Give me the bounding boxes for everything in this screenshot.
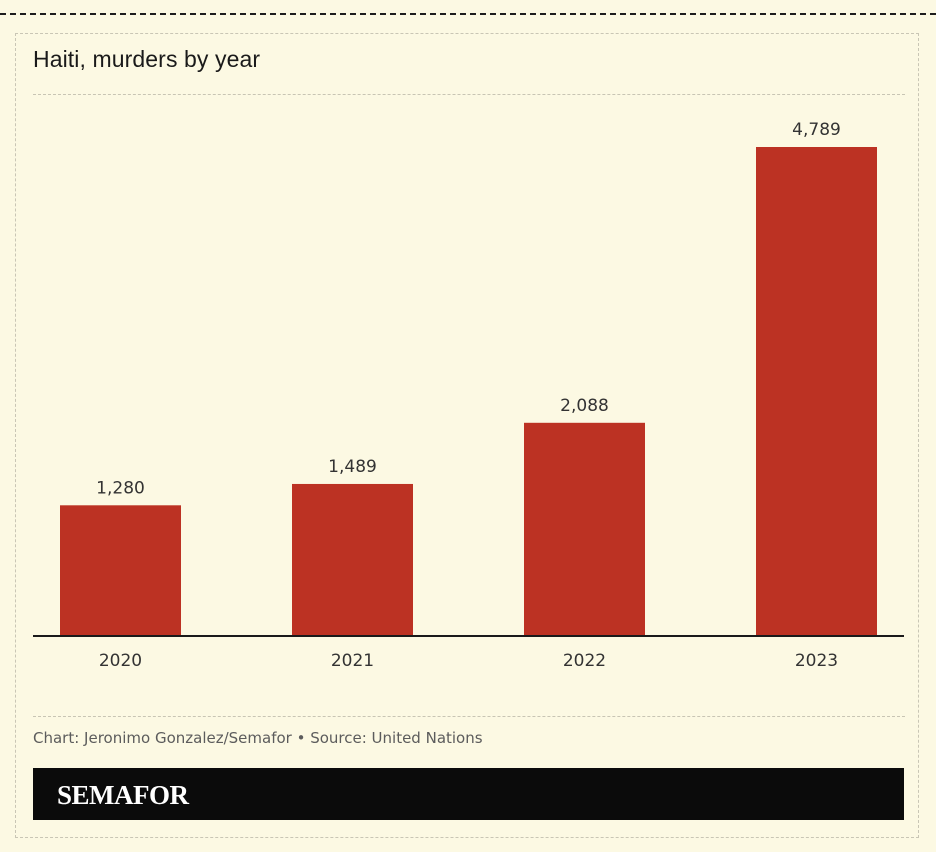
bar-2022 (524, 422, 645, 636)
brand-bar: SEMAFOR (33, 768, 904, 820)
tick-labels-group: 2020 2021 2022 2023 (99, 651, 838, 671)
top-dashed-rule (0, 13, 936, 15)
bar-2021 (292, 483, 413, 636)
tick-label-2022: 2022 (563, 651, 606, 671)
title-divider (33, 94, 905, 95)
value-label-2023: 4,789 (792, 120, 841, 140)
footer-divider (33, 716, 905, 717)
semafor-logo: SEMAFOR (57, 780, 189, 810)
tick-label-2021: 2021 (331, 651, 374, 671)
chart-credit: Chart: Jeronimo Gonzalez/Semafor • Sourc… (33, 729, 483, 747)
bar-2023 (756, 147, 877, 636)
chart-card (15, 33, 919, 838)
bar-2020 (60, 505, 181, 636)
chart-title: Haiti, murders by year (33, 46, 261, 72)
bars-group (60, 147, 877, 636)
value-label-2021: 1,489 (328, 457, 377, 477)
value-label-2022: 2,088 (560, 396, 609, 416)
tick-label-2020: 2020 (99, 651, 142, 671)
value-labels-group: 1,280 1,489 2,088 4,789 (96, 120, 841, 498)
value-label-2020: 1,280 (96, 478, 145, 498)
tick-label-2023: 2023 (795, 651, 838, 671)
